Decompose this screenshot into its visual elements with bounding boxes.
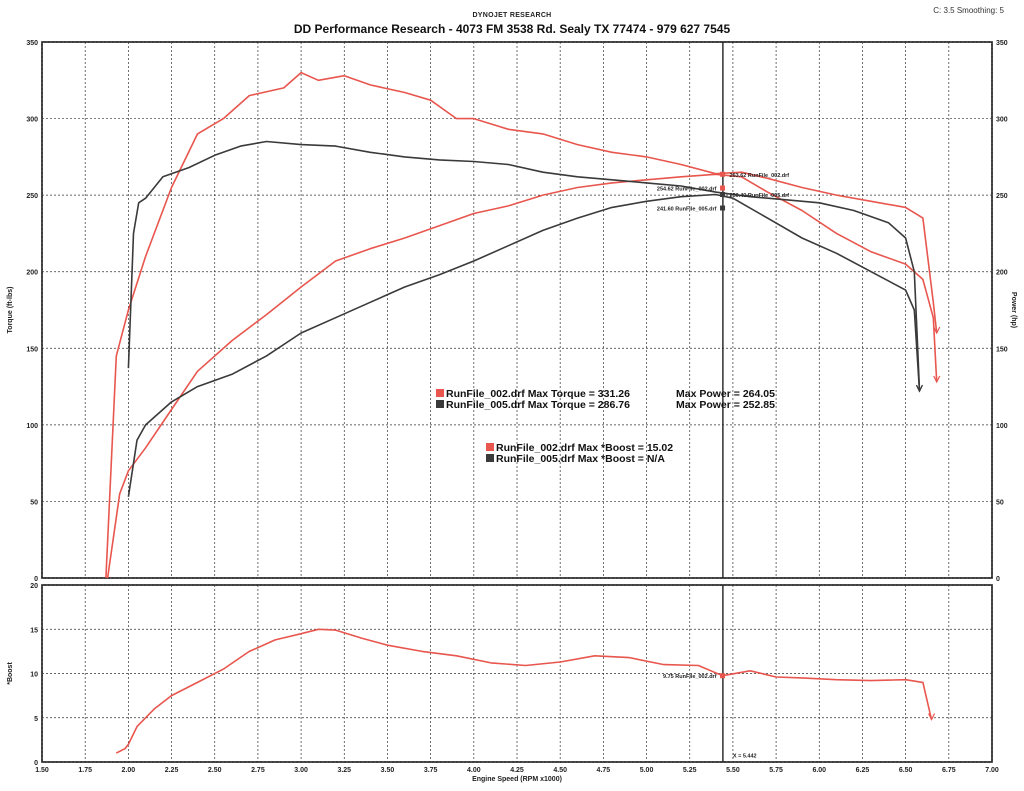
legend-row-1: RunFile_002.drf Max Torque = 331.26 [446, 388, 630, 400]
y-tick-label: 0 [34, 760, 38, 767]
series-runfile-005-power [127, 193, 921, 497]
cursor-value-label: 254.62 RunFile_002.drf [657, 187, 717, 193]
y-tick-label: 0 [34, 576, 38, 583]
cursor-layer: 263.62 RunFile_002.drf 254.62 RunFile_002… [657, 42, 789, 762]
legend-power-1: Max Power = 264.05 [676, 388, 775, 400]
cursor-value-label: 241.60 RunFile_005.drf [657, 207, 717, 213]
x-tick-label: 3.25 [337, 767, 351, 774]
x-tick-label: 5.75 [769, 767, 783, 774]
series-runfile-002-torque-end-marker [933, 326, 941, 335]
x-tick-label: 1.50 [35, 767, 49, 774]
cursor-marker [720, 171, 726, 177]
y2-tick-label: 50 [996, 499, 1004, 506]
x-tick-label: 2.50 [208, 767, 222, 774]
y-tick-label: 50 [30, 499, 38, 506]
boost-legend-row-1-swatch [486, 443, 494, 451]
torque-power-grid [41, 41, 993, 579]
power-axis-label: Power (hp) [1010, 292, 1017, 328]
x-tick-label: 2.00 [122, 767, 136, 774]
x-tick-label: 4.75 [597, 767, 611, 774]
series-layer [105, 71, 941, 754]
y2-tick-label: 100 [996, 423, 1008, 430]
y-tick-label: 250 [26, 193, 38, 200]
x-axis-label: Engine Speed (RPM x1000) [472, 776, 562, 783]
cursor-marker [720, 205, 726, 211]
x-tick-label: 6.00 [812, 767, 826, 774]
y-tick-label: 100 [26, 423, 38, 430]
x-tick-label: 6.75 [942, 767, 956, 774]
x-tick-label: 6.25 [856, 767, 870, 774]
series-boost-curve-end-marker [928, 713, 936, 721]
cursor-value-label: 263.62 RunFile_002.drf [730, 173, 790, 179]
x-tick-label: 4.50 [553, 767, 567, 774]
x-tick-label: 2.75 [251, 767, 265, 774]
series-runfile-002-power [106, 173, 938, 579]
legend-row-2-swatch [436, 400, 444, 408]
y-tick-label: 15 [30, 627, 38, 634]
x-tick-label: 5.25 [683, 767, 697, 774]
x-tick-label: 3.50 [381, 767, 395, 774]
y2-tick-label: 150 [996, 346, 1008, 353]
y-tick-label: 350 [26, 40, 38, 47]
cursor-marker [720, 185, 726, 191]
y2-tick-label: 0 [996, 576, 1000, 583]
y2-tick-label: 300 [996, 117, 1008, 124]
x-tick-label: 5.00 [640, 767, 654, 774]
company-name: DYNOJET RESEARCH [472, 12, 552, 19]
y-tick-label: 10 [30, 672, 38, 679]
series-runfile-005-power-end-marker [915, 384, 923, 393]
boost-legend-row-1: RunFile_002.drf Max *Boost = 15.02 [496, 442, 673, 454]
cursor-marker [720, 192, 726, 198]
cursor-value-label: 9.75 RunFile_002.drf [663, 674, 717, 680]
legend-row-1-swatch [436, 389, 444, 397]
cursor-x-readout: X = 5.442 [733, 753, 757, 759]
y-tick-label: 200 [26, 270, 38, 277]
cursor-value-label: 250.40 RunFile_005.drf [730, 193, 790, 199]
series-runfile-002-torque [105, 71, 938, 579]
chart-header-title: DD Performance Research - 4073 FM 3538 R… [293, 22, 731, 36]
boost-legend-row-2: RunFile_005.drf Max *Boost = N/A [496, 453, 665, 465]
torque-axis-label: Torque (ft-lbs) [7, 287, 14, 334]
cursor-marker [720, 673, 726, 679]
y-tick-label: 5 [34, 716, 38, 723]
corner-info: C: 3.5 Smoothing: 5 [933, 6, 1004, 15]
series-runfile-005-torque [127, 140, 921, 392]
y-tick-label: 20 [30, 583, 38, 590]
x-tick-label: 5.50 [726, 767, 740, 774]
legend-layer: RunFile_002.drf Max Torque = 331.26 Max P… [436, 388, 775, 465]
y-tick-label: 300 [26, 117, 38, 124]
x-tick-label: 4.25 [510, 767, 524, 774]
legend-row-2: RunFile_005.drf Max Torque = 286.76 [446, 399, 630, 411]
legend-power-2: Max Power = 252.85 [676, 399, 775, 411]
x-tick-label: 2.25 [165, 767, 179, 774]
x-tick-label: 7.00 [985, 767, 999, 774]
x-tick-label: 1.75 [78, 767, 92, 774]
x-tick-label: 4.00 [467, 767, 481, 774]
boost-legend-row-2-swatch [486, 454, 494, 462]
y2-tick-label: 200 [996, 270, 1008, 277]
y2-tick-label: 350 [996, 40, 1008, 47]
boost-axis-label: *Boost [7, 662, 14, 685]
boost-grid [41, 584, 993, 763]
series-runfile-002-power-end-marker [933, 375, 941, 384]
y-tick-label: 150 [26, 346, 38, 353]
x-tick-label: 6.50 [899, 767, 913, 774]
series-boost-curve [115, 628, 933, 754]
x-tick-label: 3.00 [294, 767, 308, 774]
y2-tick-label: 250 [996, 193, 1008, 200]
x-tick-label: 3.75 [424, 767, 438, 774]
